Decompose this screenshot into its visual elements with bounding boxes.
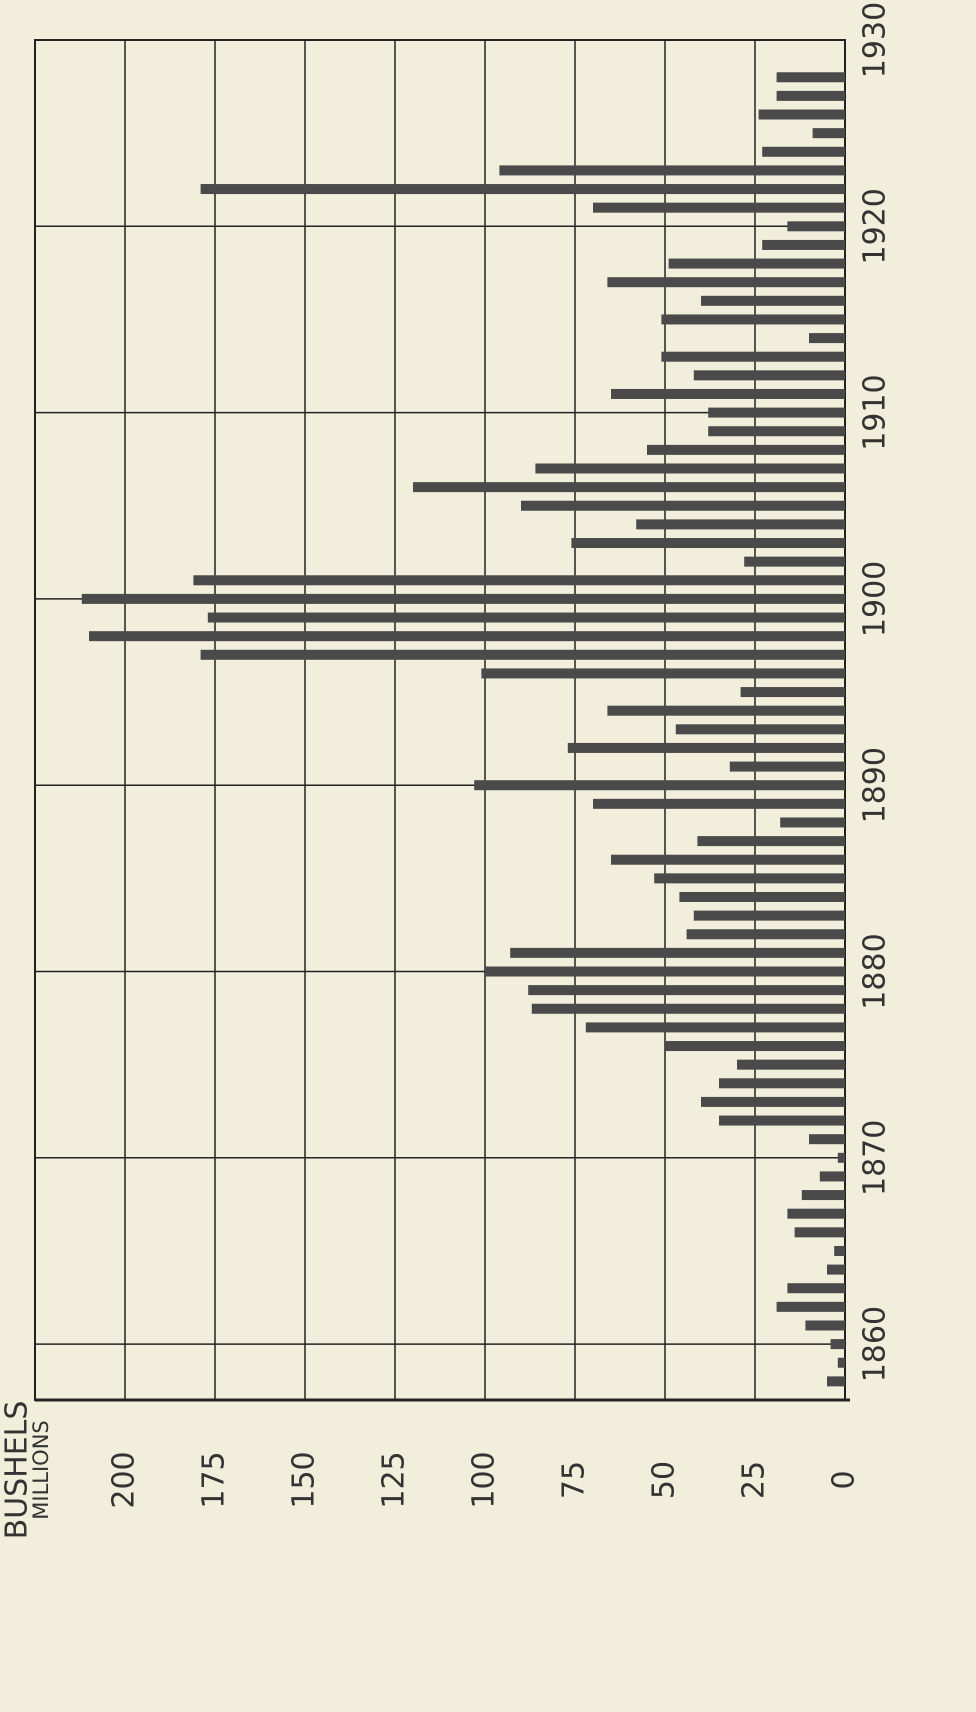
- bar: [81, 593, 846, 604]
- y-tick-label: 0: [827, 1470, 862, 1489]
- bar: [567, 742, 845, 753]
- x-tick-label: 1860: [858, 1306, 893, 1382]
- bar: [485, 966, 845, 977]
- y-tick-label: 150: [287, 1451, 322, 1508]
- y-tick-label: 175: [197, 1451, 232, 1508]
- bar: [794, 1227, 845, 1238]
- bar: [668, 258, 845, 269]
- y-tick-label: 50: [647, 1461, 682, 1499]
- bar: [827, 1376, 845, 1387]
- bar: [611, 854, 845, 865]
- bar: [607, 277, 845, 288]
- bar: [758, 109, 845, 120]
- bar: [744, 556, 845, 567]
- bar: [665, 1041, 845, 1052]
- bar: [675, 724, 845, 735]
- bar: [762, 239, 845, 250]
- bar: [809, 1134, 845, 1145]
- bar: [776, 72, 845, 83]
- bar: [654, 873, 845, 884]
- bar: [787, 1208, 845, 1219]
- bar: [661, 351, 845, 362]
- bar: [607, 705, 845, 716]
- bar: [812, 128, 845, 139]
- bar: [521, 500, 845, 511]
- bar: [585, 1022, 845, 1033]
- y-tick-label: 100: [467, 1451, 502, 1508]
- bar: [801, 1190, 845, 1201]
- bar: [787, 221, 845, 232]
- bar: [708, 407, 845, 418]
- y-tick-label: 200: [107, 1451, 142, 1508]
- bar: [593, 202, 845, 213]
- x-tick-label: 1930: [858, 2, 893, 78]
- bar: [827, 1264, 845, 1275]
- bar: [809, 333, 845, 344]
- y-tick-label: 25: [737, 1461, 772, 1499]
- bar: [89, 631, 845, 642]
- bar: [481, 668, 845, 679]
- bar: [528, 985, 845, 996]
- y-tick-label: 75: [557, 1461, 592, 1499]
- bar: [740, 687, 845, 698]
- bar: [647, 444, 845, 455]
- bar: [819, 1171, 845, 1182]
- bar: [193, 575, 845, 586]
- bar: [686, 929, 845, 940]
- x-tick-label: 1870: [858, 1120, 893, 1196]
- bar: [571, 538, 845, 549]
- y-tick-label: 125: [377, 1451, 412, 1508]
- bar: [693, 910, 845, 921]
- bar: [200, 184, 846, 195]
- x-tick-label: 1920: [858, 188, 893, 264]
- bar: [679, 891, 845, 902]
- bar: [762, 146, 845, 157]
- bar: [636, 519, 845, 530]
- bar: [719, 1115, 845, 1126]
- bar: [830, 1339, 845, 1350]
- bar: [593, 798, 845, 809]
- bar: [719, 1078, 845, 1089]
- bar: [780, 817, 845, 828]
- bar: [474, 780, 845, 791]
- bar: [611, 388, 845, 399]
- axis-title: BUSHELS: [0, 1401, 35, 1540]
- bar: [697, 836, 845, 847]
- bar: [837, 1357, 845, 1368]
- bar: [200, 649, 846, 660]
- bar: [776, 1301, 845, 1312]
- bar: [661, 314, 845, 325]
- bar: [701, 1096, 845, 1107]
- bar: [708, 426, 845, 437]
- bar: [701, 295, 845, 306]
- bar: [729, 761, 845, 772]
- bar: [510, 947, 845, 958]
- bar: [413, 482, 845, 493]
- bar: [737, 1059, 845, 1070]
- x-tick-label: 1900: [858, 561, 893, 637]
- bar: [499, 165, 845, 176]
- x-tick-label: 1880: [858, 933, 893, 1009]
- bar: [693, 370, 845, 381]
- bar: [837, 1152, 845, 1163]
- bar: [207, 612, 846, 623]
- bar: [834, 1245, 845, 1256]
- axis-title: MILLIONS: [29, 1420, 53, 1519]
- bar: [776, 90, 845, 101]
- bar: [531, 1003, 845, 1014]
- x-tick-label: 1890: [858, 747, 893, 823]
- bar: [787, 1283, 845, 1294]
- bar: [805, 1320, 845, 1331]
- bar: [535, 463, 845, 474]
- x-tick-label: 1910: [858, 374, 893, 450]
